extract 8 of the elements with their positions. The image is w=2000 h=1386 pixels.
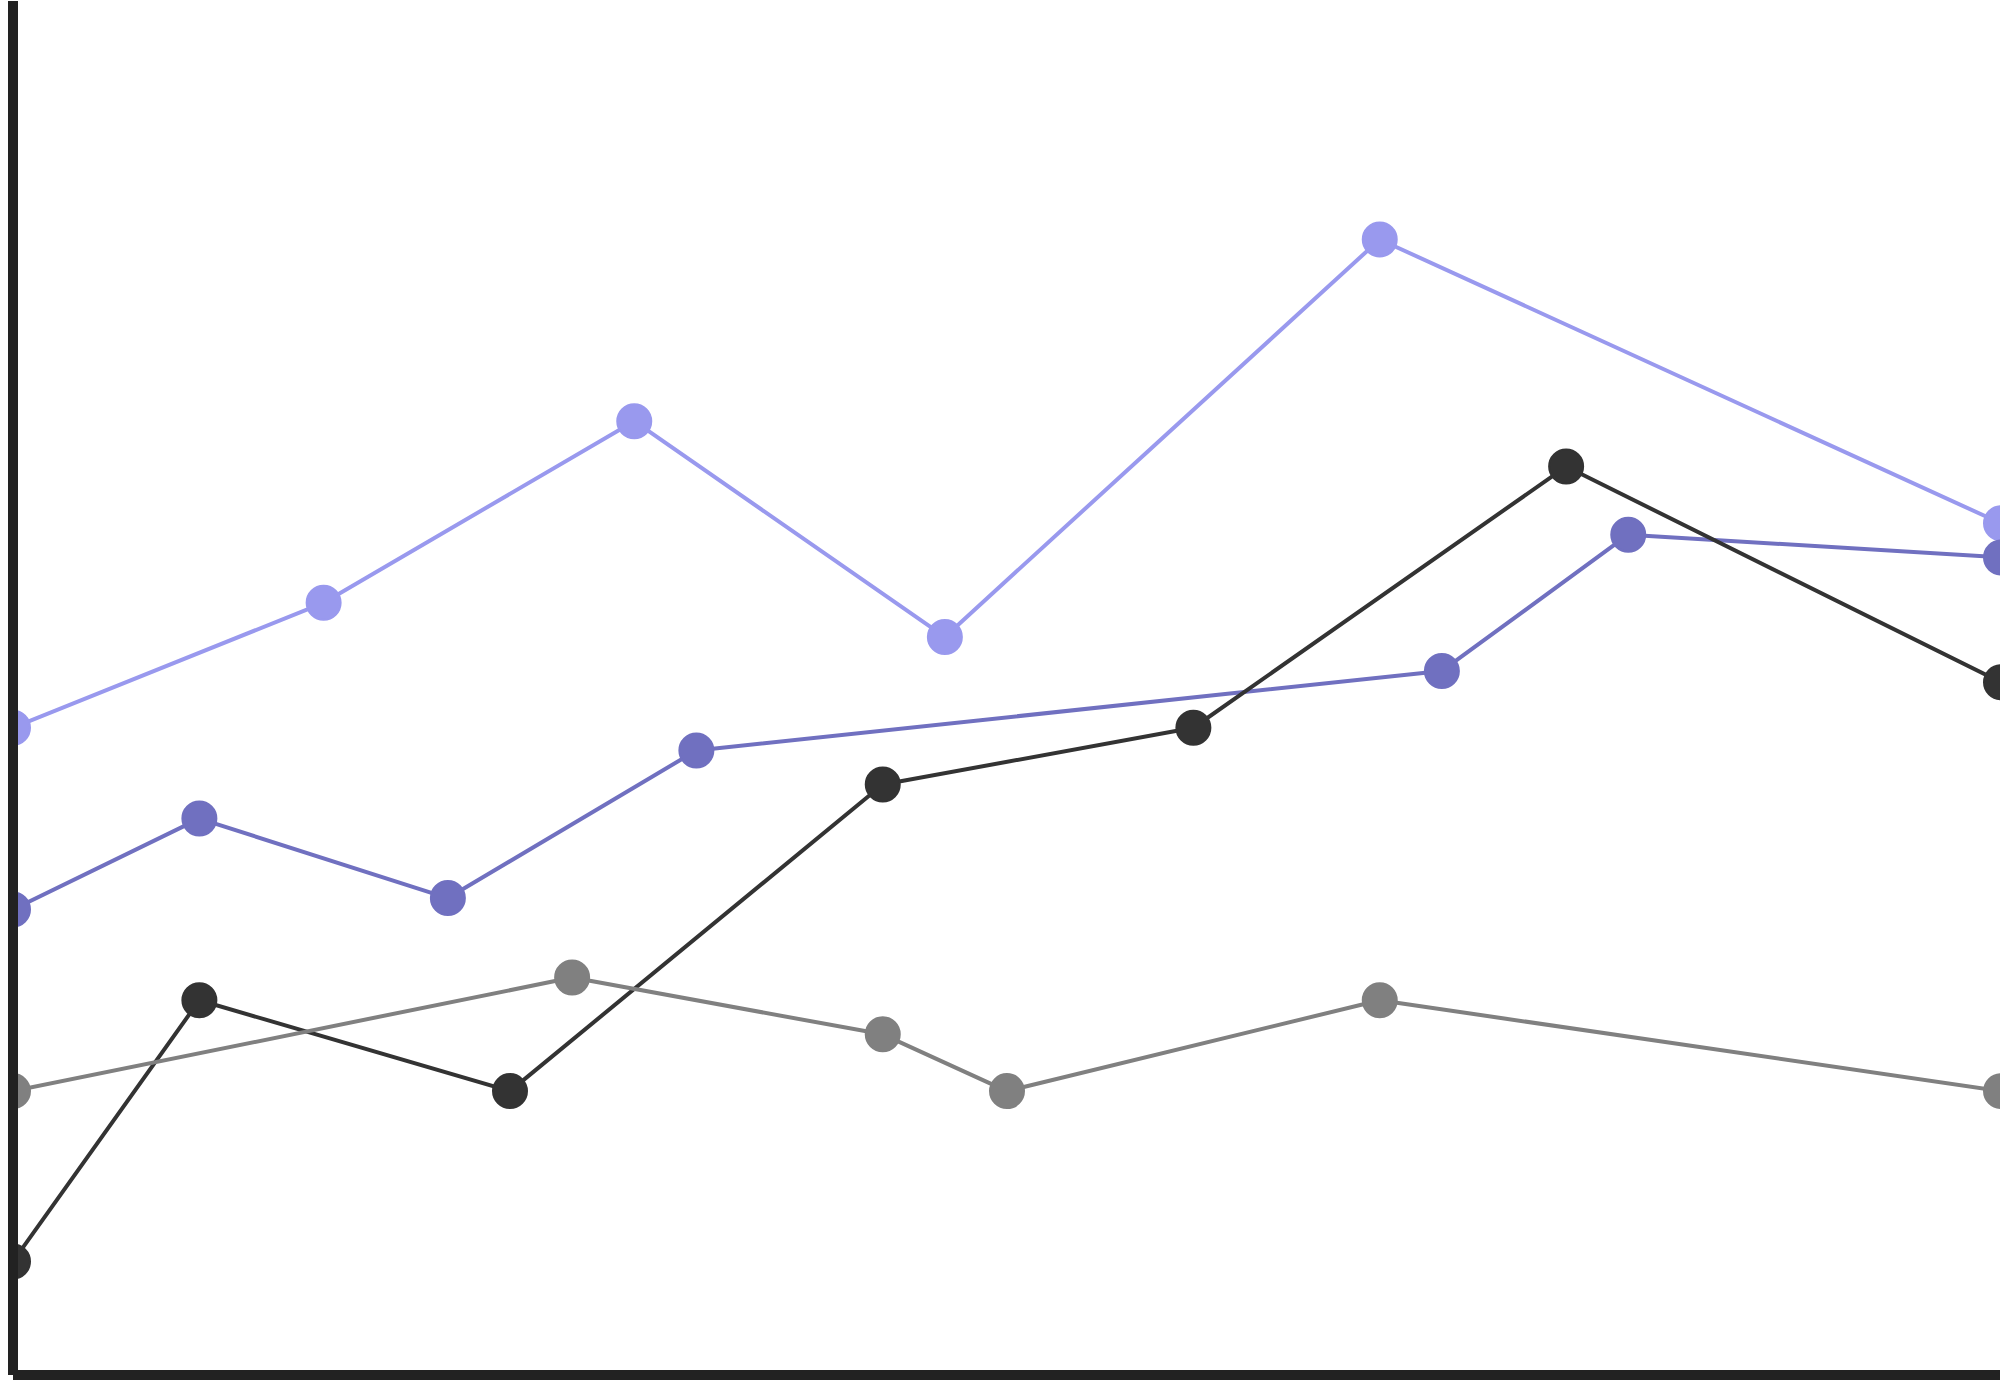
point <box>678 732 715 769</box>
point <box>616 403 653 440</box>
point <box>989 1073 1025 1110</box>
point <box>864 1016 901 1053</box>
point <box>864 766 901 803</box>
point <box>1175 709 1212 746</box>
point <box>554 959 591 996</box>
point <box>926 618 963 655</box>
